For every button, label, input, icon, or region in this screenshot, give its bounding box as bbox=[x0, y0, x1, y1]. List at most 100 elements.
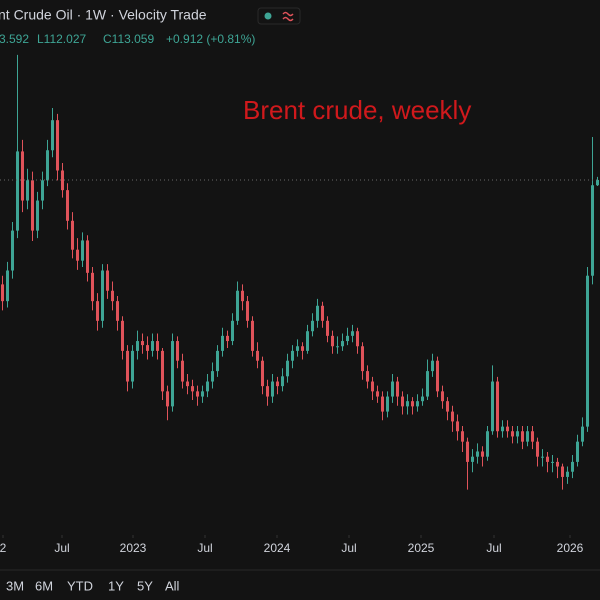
candle-body bbox=[161, 350, 164, 392]
candle-body bbox=[391, 381, 394, 397]
candle-body bbox=[141, 341, 144, 346]
candle-body bbox=[111, 290, 114, 302]
candle-body bbox=[266, 386, 269, 397]
candle-body bbox=[561, 466, 564, 477]
status-icon bbox=[282, 11, 294, 22]
candle-body bbox=[351, 331, 354, 336]
candle-body bbox=[106, 270, 109, 291]
candle-body bbox=[56, 120, 59, 171]
candle-body bbox=[146, 345, 149, 351]
range-button[interactable]: YTD bbox=[67, 578, 93, 593]
candle-body bbox=[406, 401, 409, 407]
candle-body bbox=[86, 240, 89, 273]
candle-body bbox=[341, 341, 344, 347]
candle-body bbox=[256, 350, 259, 361]
candle-body bbox=[136, 341, 139, 351]
candle-body bbox=[416, 401, 419, 407]
candle-body bbox=[401, 396, 404, 407]
candle-body bbox=[251, 320, 254, 351]
candle-body bbox=[21, 151, 24, 201]
candle-body bbox=[386, 396, 389, 412]
candle-body bbox=[576, 441, 579, 462]
candle-body bbox=[321, 305, 324, 321]
candle-body bbox=[16, 151, 19, 231]
candle-body bbox=[331, 335, 334, 347]
candle-body bbox=[346, 335, 349, 342]
annotation: Brent crude, weekly bbox=[243, 95, 471, 125]
candle-body bbox=[191, 386, 194, 392]
candle-body bbox=[201, 391, 204, 397]
candle-body bbox=[211, 371, 214, 382]
candle-body bbox=[421, 396, 424, 402]
candle-body bbox=[156, 341, 159, 351]
candle-body bbox=[311, 320, 314, 332]
candle-body bbox=[476, 451, 479, 457]
candle-body bbox=[271, 381, 274, 397]
candle-body bbox=[26, 180, 29, 201]
x-tick-label: 2024 bbox=[264, 541, 291, 555]
x-tick-label: Jul bbox=[54, 541, 69, 555]
candle-body bbox=[296, 346, 299, 351]
candle-body bbox=[496, 381, 499, 432]
candle-body bbox=[586, 275, 589, 427]
x-tick-label: Jul bbox=[197, 541, 212, 555]
candle-body bbox=[531, 431, 534, 442]
range-button[interactable]: All bbox=[165, 578, 180, 593]
range-button[interactable]: 1Y bbox=[108, 578, 124, 593]
x-tick-label: Jul bbox=[486, 541, 501, 555]
candle-body bbox=[216, 350, 219, 372]
range-button[interactable]: 5Y bbox=[137, 578, 153, 593]
candle-body bbox=[1, 284, 4, 302]
candle-body bbox=[226, 335, 229, 342]
candle-body bbox=[171, 341, 174, 407]
candle-body bbox=[471, 456, 474, 462]
candle-body bbox=[556, 461, 559, 467]
candle-body bbox=[466, 441, 469, 462]
candle-body bbox=[6, 270, 9, 302]
candle-body bbox=[31, 180, 34, 231]
candle-body bbox=[581, 426, 584, 442]
candle-body bbox=[591, 185, 594, 276]
candle-body bbox=[411, 401, 414, 407]
candle-body bbox=[446, 401, 449, 412]
ohlc-high: 3.592 bbox=[0, 32, 29, 46]
candle-body bbox=[101, 270, 104, 321]
candle-body bbox=[41, 180, 44, 201]
candle-body bbox=[301, 346, 304, 351]
candle-body bbox=[246, 301, 249, 321]
candle-body bbox=[461, 431, 464, 442]
candle-body bbox=[506, 426, 509, 432]
candle-body bbox=[46, 150, 49, 181]
candle-body bbox=[51, 120, 54, 151]
range-button[interactable]: 6M bbox=[35, 578, 53, 593]
candle-body bbox=[326, 320, 329, 336]
candle-body bbox=[166, 391, 169, 407]
candle-body bbox=[336, 346, 339, 348]
range-button[interactable]: 3M bbox=[6, 578, 24, 593]
candle-body bbox=[596, 179, 599, 186]
candle-body bbox=[456, 421, 459, 432]
candle-body bbox=[196, 391, 199, 397]
candle-body bbox=[366, 371, 369, 382]
candle-body bbox=[361, 346, 364, 372]
x-tick-label: 2026 bbox=[557, 541, 584, 555]
candle-body bbox=[316, 305, 319, 321]
candle-body bbox=[176, 341, 179, 361]
candle-body bbox=[241, 290, 244, 302]
x-tick-label: 2023 bbox=[120, 541, 147, 555]
candle-body bbox=[71, 220, 74, 250]
candle-body bbox=[121, 320, 124, 351]
candle-body bbox=[441, 391, 444, 402]
candle-body bbox=[281, 376, 284, 387]
candle-body bbox=[231, 320, 234, 342]
candle-body bbox=[426, 371, 429, 397]
status-box bbox=[257, 7, 301, 25]
candle-body bbox=[236, 290, 239, 321]
candle-body bbox=[11, 230, 14, 271]
candle-body bbox=[516, 431, 519, 437]
candle-body bbox=[481, 451, 484, 457]
candle-body bbox=[116, 301, 119, 321]
candle-body bbox=[551, 461, 554, 463]
